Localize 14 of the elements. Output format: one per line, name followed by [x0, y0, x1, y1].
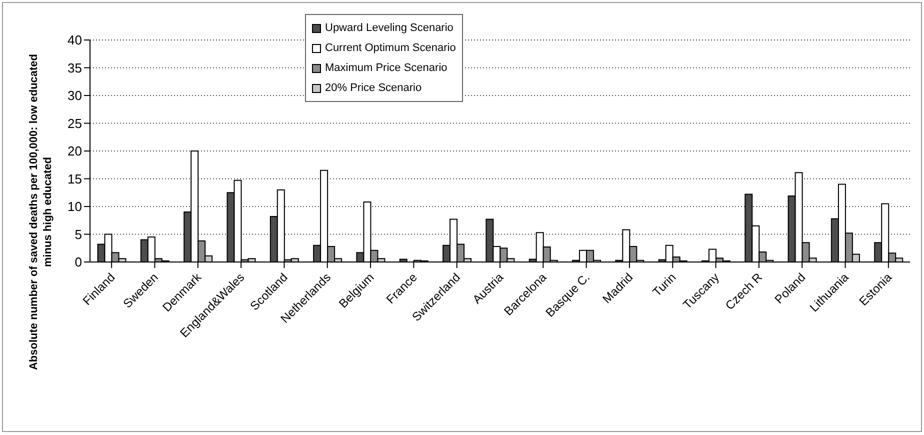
legend-label: Maximum Price Scenario	[325, 61, 448, 76]
y-tick-label: 0	[74, 254, 82, 270]
y-tick-label: 20	[68, 144, 82, 159]
y-tick-label: 25	[68, 116, 82, 131]
y-axis-title: Absolute number of saved deaths per 100,000: low educated minus high educated	[28, 54, 54, 370]
y-tick-label: 40	[68, 32, 82, 48]
y-tick-label: 15	[68, 171, 82, 186]
legend-label: Upward Leveling Scenario	[325, 21, 454, 36]
y-tick-label: 35	[68, 60, 82, 76]
y-tick-label: 10	[68, 199, 82, 214]
legend-label: Current Optimum Scenario	[325, 41, 456, 56]
y-tick-label: 30	[68, 88, 82, 104]
legend-label: 20% Price Scenario	[325, 81, 422, 96]
y-tick-label: 5	[74, 226, 82, 242]
